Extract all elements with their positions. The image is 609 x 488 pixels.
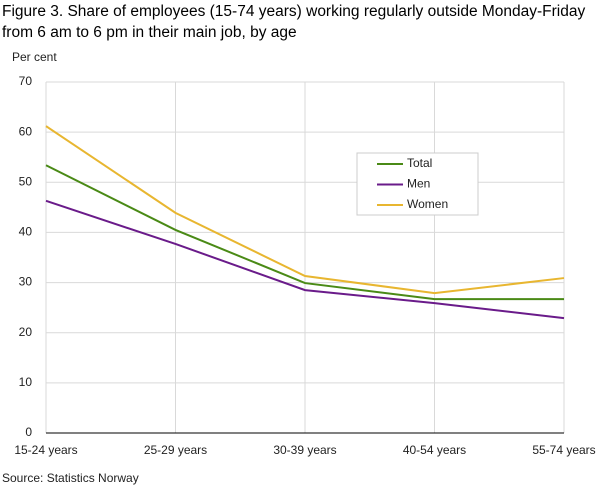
y-tick-label: 50 [19,174,33,188]
line-series [45,125,565,295]
y-tick-label: 60 [19,124,33,138]
x-tick-label: 30-39 years [273,443,336,457]
y-tick-label: 30 [19,275,33,289]
legend-label: Women [407,197,448,211]
y-tick-label: 0 [25,425,32,439]
chart-title: from 6 am to 6 pm in their main job, by … [2,24,297,41]
line-series [45,199,565,320]
x-tick-label: 55-74 years [532,443,595,457]
chart-title: Figure 3. Share of employees (15-74 year… [2,3,585,20]
source: Source: Statistics Norway [2,471,139,485]
x-tick-label: 25-29 years [144,443,207,457]
x-tick-label: 15-24 years [14,443,77,457]
y-tick-label: 10 [19,375,33,389]
line-series [45,164,564,301]
y-tick-label: 70 [19,74,33,88]
x-tick-label: 40-54 years [403,443,466,457]
legend-label: Men [407,177,430,191]
legend-label: Total [407,156,432,170]
y-axis-label: Per cent [12,50,57,64]
y-tick-label: 20 [19,325,33,339]
y-tick-label: 40 [19,225,33,239]
